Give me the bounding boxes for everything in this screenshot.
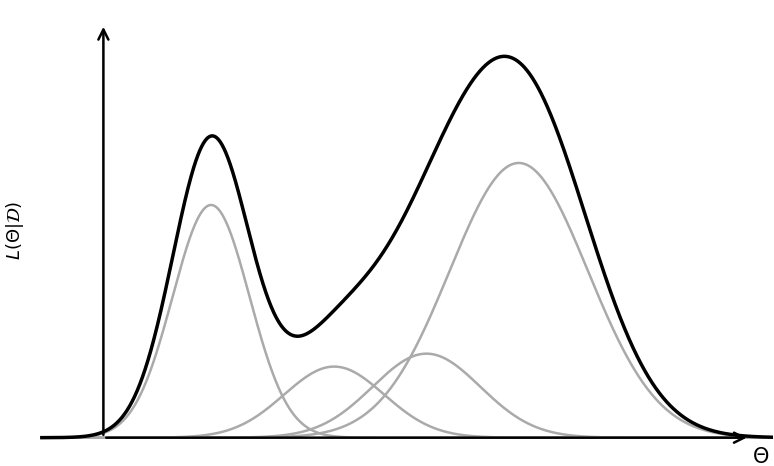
Text: $\Theta$: $\Theta$	[752, 447, 769, 466]
Text: $L(\Theta|\mathcal{D})$: $L(\Theta|\mathcal{D})$	[4, 201, 26, 260]
